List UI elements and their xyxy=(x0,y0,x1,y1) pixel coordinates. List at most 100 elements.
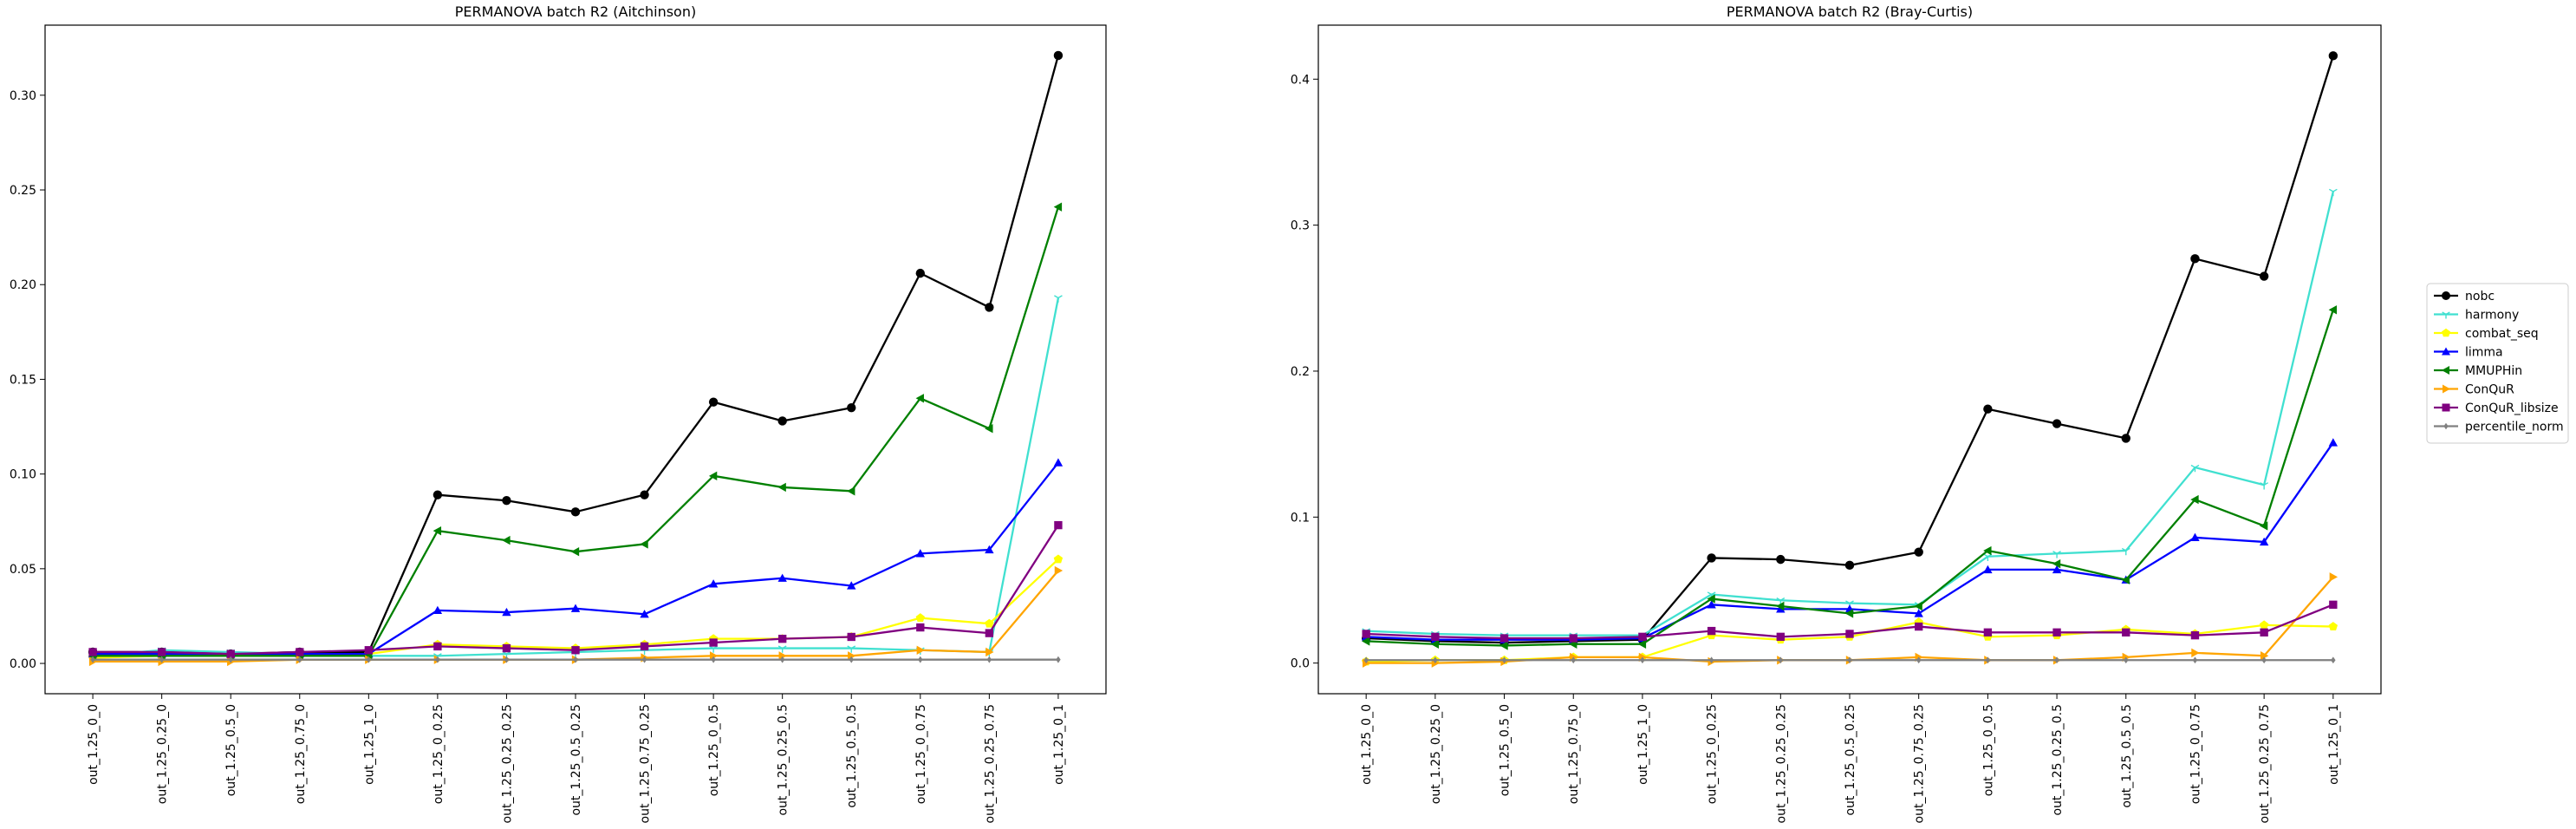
chart-panel-aitchinson: PERMANOVA batch R2 (Aitchinson) 0.00 0.05 0… xyxy=(10,3,1107,823)
data-point-nobc xyxy=(1053,50,1064,61)
data-point-conqur-libsize xyxy=(985,629,994,637)
data-point-mmuphin xyxy=(1707,594,1715,604)
x-tick-label: out_1.25_0.75_0.25 xyxy=(639,704,653,823)
data-point-percentile-norm xyxy=(779,656,785,663)
x-tick-label: out_1.25_0.5_0 xyxy=(224,704,238,796)
data-point-conqur-libsize xyxy=(916,623,925,632)
data-point-conqur-libsize xyxy=(1499,634,1509,643)
data-point-mmuphin xyxy=(2121,575,2130,584)
data-point-harmony xyxy=(2190,464,2200,473)
data-point-percentile-norm xyxy=(435,656,440,663)
data-point-percentile-norm xyxy=(1056,656,1061,663)
data-point-harmony xyxy=(2328,188,2338,197)
data-point-nobc xyxy=(2121,434,2130,443)
data-point-percentile-norm xyxy=(641,656,647,663)
legend-label: ConQuR xyxy=(2465,383,2514,397)
data-point-percentile-norm xyxy=(1916,656,1922,664)
data-point-mmuphin xyxy=(1361,636,1370,646)
series-conqur-libsize xyxy=(1362,600,2338,643)
x-tick-label: out_1.25_0.25_0.5 xyxy=(2051,704,2065,816)
data-point-nobc xyxy=(915,268,926,278)
data-point-conqur-libsize xyxy=(2052,628,2061,636)
data-point-conqur-libsize xyxy=(778,634,787,643)
data-point-percentile-norm xyxy=(986,656,992,663)
data-point-percentile-norm xyxy=(90,656,95,663)
data-point-nobc xyxy=(640,490,649,499)
data-point-percentile-norm xyxy=(918,656,923,663)
y-tick-label: 0.1 xyxy=(1291,511,1310,525)
data-point-conqur-libsize xyxy=(1569,634,1577,643)
x-tick-label: out_1.25_0.5_0.5 xyxy=(845,704,859,808)
data-point-conqur xyxy=(1054,565,1064,576)
y-tick-label: 0.30 xyxy=(10,89,36,103)
x-tick-label: out_1.25_0.25_0.75 xyxy=(983,704,997,823)
data-point-conqur-libsize xyxy=(847,632,855,642)
data-point-nobc xyxy=(2259,271,2269,281)
data-point-percentile-norm xyxy=(2261,656,2267,664)
data-point-conqur-libsize xyxy=(364,646,373,655)
y-tick-label: 0.25 xyxy=(10,184,36,198)
data-point-percentile-norm xyxy=(1433,656,1438,664)
data-point-percentile-norm xyxy=(159,656,165,663)
data-point-conqur-libsize xyxy=(2260,628,2268,636)
data-point-harmony xyxy=(2052,551,2061,558)
data-point-mmuphin xyxy=(2259,521,2268,531)
data-point-limma xyxy=(847,581,856,590)
x-tick-label: out_1.25_0.75_0.25 xyxy=(1913,704,1927,823)
data-point-combat-seq xyxy=(2328,622,2339,630)
data-point-percentile-norm xyxy=(1501,656,1507,664)
legend-entry-percentile-norm: percentile_norm xyxy=(2434,421,2564,434)
legend-entry-combat-seq: combat_seq xyxy=(2434,327,2539,341)
data-point-limma xyxy=(915,549,925,558)
x-tick-label: out_1.25_0.25_0 xyxy=(1429,704,1443,804)
legend-marker xyxy=(2442,366,2449,375)
data-point-nobc xyxy=(502,496,511,506)
data-point-nobc xyxy=(985,303,994,312)
data-point-limma xyxy=(570,604,581,612)
data-point-mmuphin xyxy=(985,424,993,434)
data-point-nobc xyxy=(2052,419,2062,428)
legend-label: percentile_norm xyxy=(2465,421,2564,434)
data-point-percentile-norm xyxy=(1778,656,1784,664)
data-point-nobc xyxy=(2190,254,2200,264)
data-point-conqur xyxy=(986,647,994,657)
data-point-mmuphin xyxy=(2328,305,2337,315)
data-point-combat-seq xyxy=(985,618,994,628)
legend-entry-mmuphin: MMUPHin xyxy=(2434,364,2522,378)
data-point-nobc xyxy=(1914,547,1923,557)
data-point-conqur-libsize xyxy=(1638,632,1647,642)
chart-title: PERMANOVA batch R2 (Bray-Curtis) xyxy=(1727,3,1973,20)
legend-marker xyxy=(2442,328,2450,337)
data-point-conqur-libsize xyxy=(1362,630,1370,638)
data-point-conqur-libsize xyxy=(1915,622,1923,631)
data-point-percentile-norm xyxy=(711,656,716,663)
data-point-nobc xyxy=(708,397,719,407)
data-point-conqur-libsize xyxy=(1983,628,1993,636)
data-point-limma xyxy=(1707,600,1716,609)
data-point-mmuphin xyxy=(1844,609,1854,618)
data-point-conqur-libsize xyxy=(709,638,718,647)
data-point-conqur-libsize xyxy=(88,648,97,656)
data-point-limma xyxy=(1983,565,1993,574)
data-point-conqur xyxy=(916,645,925,655)
data-point-limma xyxy=(2052,565,2062,574)
data-point-percentile-norm xyxy=(504,656,510,663)
data-point-nobc xyxy=(433,490,443,499)
data-point-conqur xyxy=(2260,651,2269,661)
y-tick-label: 0.4 xyxy=(1291,73,1310,87)
data-point-conqur-libsize xyxy=(226,649,235,658)
data-point-combat-seq xyxy=(915,613,925,623)
plot-frame xyxy=(44,24,1107,695)
legend-marker xyxy=(2442,291,2450,300)
y-tick-label: 0.10 xyxy=(10,468,36,482)
data-point-conqur-libsize xyxy=(640,642,649,651)
y-tick-label: 0.15 xyxy=(10,373,36,387)
x-tick-label: out_1.25_1_0 xyxy=(362,704,376,785)
legend-marker xyxy=(2442,347,2450,356)
legend-entry-harmony: harmony xyxy=(2434,309,2519,323)
data-point-limma xyxy=(985,545,994,554)
data-point-percentile-norm xyxy=(1985,656,1991,664)
legend-label: ConQuR_libsize xyxy=(2465,401,2559,415)
data-point-percentile-norm xyxy=(1708,656,1714,664)
legend-marker xyxy=(2443,384,2450,394)
